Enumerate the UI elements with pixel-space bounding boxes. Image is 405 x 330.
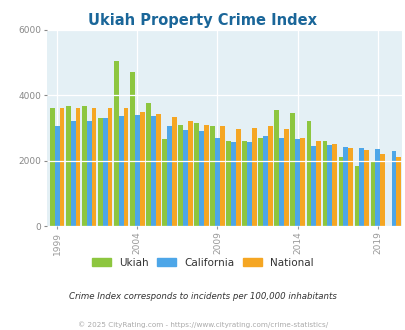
- Bar: [82, 106, 87, 226]
- Bar: [284, 128, 288, 226]
- Bar: [102, 118, 107, 226]
- Bar: [262, 136, 267, 226]
- Bar: [363, 150, 368, 226]
- Bar: [338, 157, 343, 226]
- Bar: [198, 131, 203, 226]
- Bar: [139, 112, 144, 226]
- Bar: [258, 138, 262, 226]
- Bar: [87, 121, 92, 226]
- Text: © 2025 CityRating.com - https://www.cityrating.com/crime-statistics/: © 2025 CityRating.com - https://www.city…: [78, 322, 327, 328]
- Bar: [98, 118, 102, 226]
- Bar: [107, 108, 112, 226]
- Bar: [151, 116, 156, 226]
- Bar: [294, 139, 299, 226]
- Bar: [290, 113, 294, 226]
- Bar: [50, 108, 55, 226]
- Bar: [215, 138, 220, 226]
- Bar: [171, 117, 176, 226]
- Bar: [299, 138, 304, 226]
- Text: Crime Index corresponds to incidents per 100,000 inhabitants: Crime Index corresponds to incidents per…: [69, 292, 336, 301]
- Bar: [235, 128, 240, 226]
- Bar: [162, 139, 166, 226]
- Bar: [267, 126, 272, 226]
- Bar: [114, 61, 119, 226]
- Bar: [395, 157, 400, 226]
- Bar: [166, 126, 171, 226]
- Bar: [220, 126, 224, 226]
- Legend: Ukiah, California, National: Ukiah, California, National: [92, 258, 313, 268]
- Bar: [279, 138, 284, 226]
- Bar: [92, 108, 96, 226]
- Bar: [226, 141, 230, 226]
- Bar: [354, 166, 358, 226]
- Bar: [75, 108, 80, 226]
- Bar: [358, 148, 363, 226]
- Bar: [146, 103, 151, 226]
- Bar: [343, 147, 347, 226]
- Bar: [210, 126, 215, 226]
- Bar: [326, 145, 331, 226]
- Bar: [347, 148, 352, 226]
- Bar: [178, 125, 183, 226]
- Bar: [247, 142, 252, 226]
- Bar: [156, 114, 160, 226]
- Bar: [274, 110, 279, 226]
- Bar: [188, 121, 192, 226]
- Bar: [203, 125, 208, 226]
- Bar: [315, 141, 320, 226]
- Bar: [375, 149, 379, 226]
- Bar: [66, 106, 70, 226]
- Text: Ukiah Property Crime Index: Ukiah Property Crime Index: [88, 13, 317, 28]
- Bar: [130, 72, 134, 226]
- Bar: [311, 146, 315, 226]
- Bar: [379, 154, 384, 226]
- Bar: [55, 126, 60, 226]
- Bar: [183, 129, 188, 226]
- Bar: [306, 121, 311, 226]
- Bar: [194, 123, 198, 226]
- Bar: [331, 144, 336, 226]
- Bar: [60, 108, 64, 226]
- Bar: [370, 162, 375, 226]
- Bar: [322, 141, 326, 226]
- Bar: [70, 121, 75, 226]
- Bar: [134, 115, 139, 226]
- Bar: [119, 116, 124, 226]
- Bar: [230, 142, 235, 226]
- Bar: [252, 128, 256, 226]
- Bar: [124, 108, 128, 226]
- Bar: [242, 141, 247, 226]
- Bar: [390, 151, 395, 226]
